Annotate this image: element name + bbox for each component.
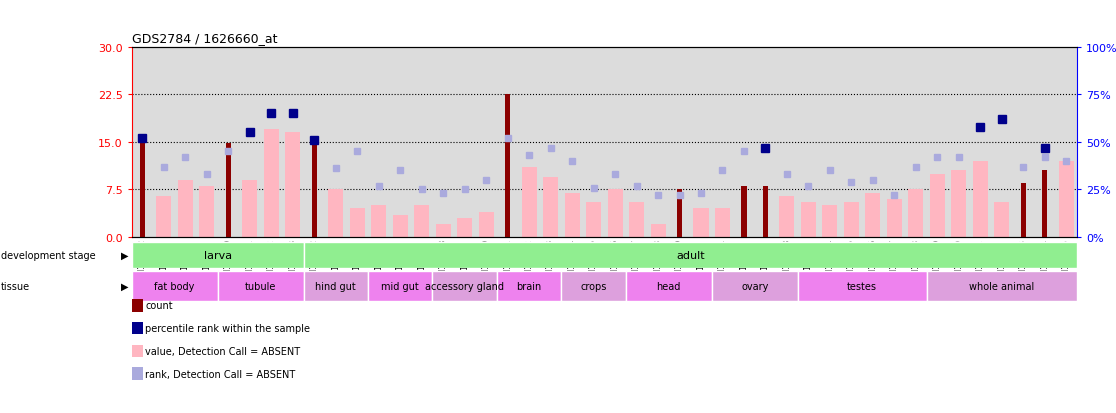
Bar: [328, 190, 344, 237]
Bar: [779, 196, 795, 237]
Bar: [156, 196, 172, 237]
Bar: [801, 203, 816, 237]
Bar: [393, 215, 407, 237]
Text: ▶: ▶: [121, 281, 128, 291]
Text: crops: crops: [580, 281, 607, 291]
Bar: [561, 271, 626, 301]
Bar: [651, 225, 665, 237]
Bar: [762, 187, 768, 237]
Text: mid gut: mid gut: [382, 281, 420, 291]
Text: testes: testes: [847, 281, 877, 291]
Text: brain: brain: [517, 281, 541, 291]
Bar: [435, 225, 451, 237]
Bar: [822, 206, 837, 237]
Bar: [607, 190, 623, 237]
Bar: [926, 271, 1077, 301]
Bar: [908, 190, 923, 237]
Bar: [930, 174, 945, 237]
Bar: [372, 206, 386, 237]
Bar: [286, 133, 300, 237]
Bar: [263, 130, 279, 237]
Bar: [1042, 171, 1048, 237]
Text: development stage: development stage: [1, 250, 96, 260]
Bar: [132, 242, 304, 268]
Text: head: head: [656, 281, 681, 291]
Bar: [311, 143, 317, 237]
Text: rank, Detection Call = ABSENT: rank, Detection Call = ABSENT: [145, 369, 296, 379]
Bar: [712, 271, 798, 301]
Bar: [521, 168, 537, 237]
Bar: [1020, 184, 1026, 237]
Bar: [543, 177, 558, 237]
Bar: [177, 180, 193, 237]
Bar: [865, 193, 881, 237]
Bar: [414, 206, 430, 237]
Bar: [973, 161, 988, 237]
Bar: [218, 271, 304, 301]
Bar: [349, 209, 365, 237]
Text: ▶: ▶: [121, 250, 128, 260]
Bar: [433, 271, 497, 301]
Bar: [304, 271, 368, 301]
Bar: [200, 187, 214, 237]
Text: ovary: ovary: [741, 281, 769, 291]
Bar: [565, 193, 579, 237]
Text: GDS2784 / 1626660_at: GDS2784 / 1626660_at: [132, 32, 277, 45]
Bar: [586, 203, 602, 237]
Bar: [1059, 161, 1074, 237]
Text: whole animal: whole animal: [969, 281, 1035, 291]
Text: fat body: fat body: [154, 281, 195, 291]
Text: percentile rank within the sample: percentile rank within the sample: [145, 323, 310, 333]
Bar: [132, 271, 218, 301]
Bar: [626, 271, 712, 301]
Bar: [629, 203, 644, 237]
Bar: [951, 171, 966, 237]
Bar: [479, 212, 493, 237]
Text: larva: larva: [203, 250, 232, 260]
Bar: [676, 190, 682, 237]
Text: accessory gland: accessory gland: [425, 281, 504, 291]
Text: tissue: tissue: [1, 281, 30, 291]
Text: count: count: [145, 301, 173, 311]
Text: hind gut: hind gut: [316, 281, 356, 291]
Bar: [225, 144, 231, 237]
Bar: [368, 271, 433, 301]
Text: value, Detection Call = ABSENT: value, Detection Call = ABSENT: [145, 346, 300, 356]
Bar: [304, 242, 1077, 268]
Bar: [844, 203, 859, 237]
Bar: [693, 209, 709, 237]
Bar: [140, 138, 145, 237]
Bar: [497, 271, 561, 301]
Bar: [741, 187, 747, 237]
Bar: [715, 209, 730, 237]
Bar: [994, 203, 1009, 237]
Bar: [887, 199, 902, 237]
Bar: [798, 271, 926, 301]
Bar: [242, 180, 258, 237]
Bar: [458, 218, 472, 237]
Text: tubule: tubule: [244, 281, 277, 291]
Bar: [504, 95, 510, 237]
Text: adult: adult: [676, 250, 704, 260]
